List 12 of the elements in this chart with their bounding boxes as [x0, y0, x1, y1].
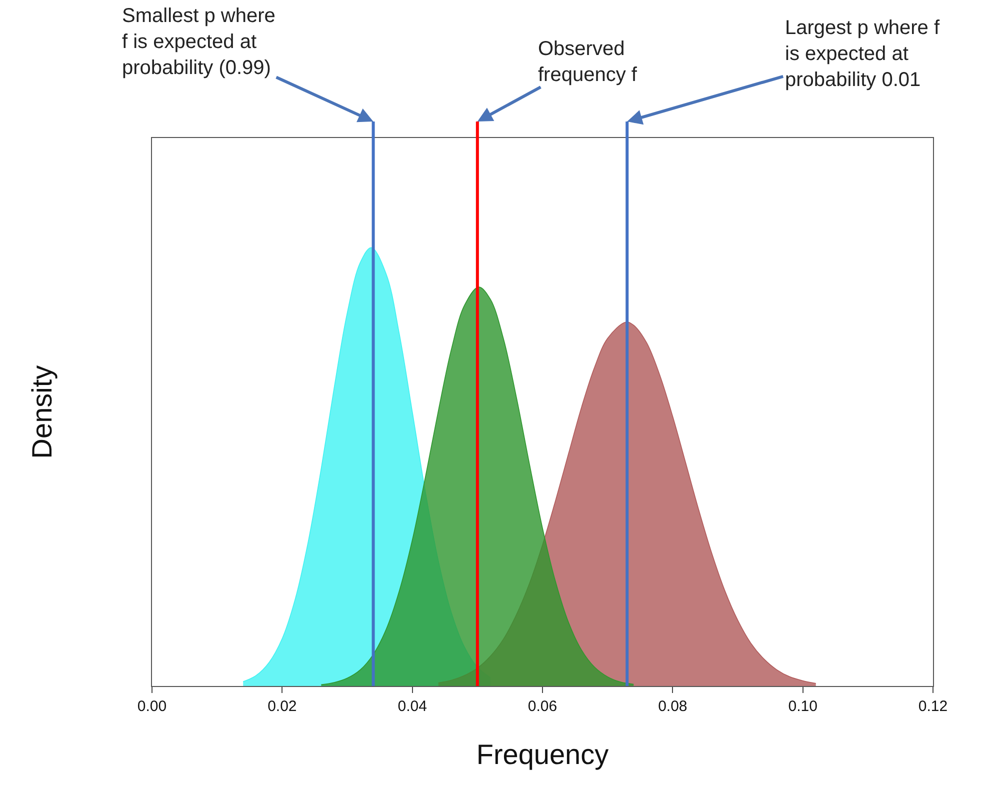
x-tick-label: 0.12 [918, 698, 948, 715]
x-tick-label: 0.06 [528, 698, 558, 715]
x-tick-label: 0.08 [658, 698, 688, 715]
ref-line-label: Observed frequency f [538, 38, 638, 86]
x-axis-title: Frequency [476, 739, 609, 770]
y-axis-title: Density [26, 365, 58, 459]
ref-line-label: Largest p where f is expected at probability 0.01 [785, 17, 940, 91]
ref-line-label: Smallest p where f is expected at probability (0.99) [122, 5, 276, 79]
x-tick-label: 0.04 [398, 698, 427, 715]
x-tick-label: 0.02 [268, 698, 297, 715]
x-tick-label: 0.10 [788, 698, 818, 715]
x-tick-label: 0.00 [137, 698, 167, 715]
